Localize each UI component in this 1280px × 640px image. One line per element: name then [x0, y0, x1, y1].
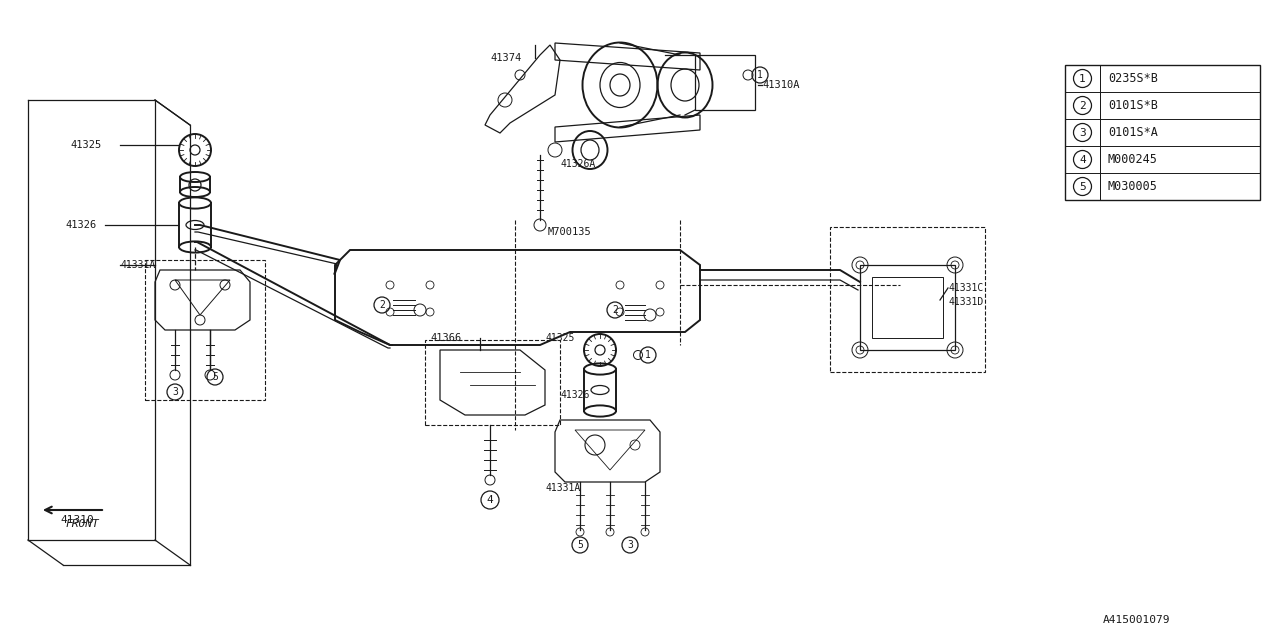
Text: 5: 5: [577, 540, 582, 550]
Text: M000245: M000245: [1108, 153, 1158, 166]
Text: 4: 4: [1079, 154, 1085, 164]
Text: 0235S*B: 0235S*B: [1108, 72, 1158, 85]
Text: 41325: 41325: [545, 333, 575, 343]
Text: 0101S*B: 0101S*B: [1108, 99, 1158, 112]
Bar: [829, 227, 986, 372]
Text: 3: 3: [1079, 127, 1085, 138]
Text: 41374: 41374: [490, 53, 521, 63]
Text: 41366: 41366: [430, 333, 461, 343]
Text: FRONT: FRONT: [65, 519, 99, 529]
Text: M700135: M700135: [548, 227, 591, 237]
Bar: [1065, 65, 1260, 200]
Text: 41326: 41326: [65, 220, 96, 230]
Text: 1: 1: [756, 70, 763, 80]
Text: 3: 3: [172, 387, 178, 397]
Text: 41326: 41326: [561, 390, 589, 400]
Text: A415001079: A415001079: [1102, 615, 1170, 625]
Bar: [145, 260, 265, 400]
Text: 41331D: 41331D: [948, 297, 983, 307]
Text: 41331A: 41331A: [120, 260, 155, 270]
Text: 1: 1: [645, 350, 652, 360]
Text: 2: 2: [1079, 100, 1085, 111]
Text: 41326A: 41326A: [561, 159, 595, 169]
Text: 41325: 41325: [70, 140, 101, 150]
Text: M030005: M030005: [1108, 180, 1158, 193]
Text: 41331A: 41331A: [545, 483, 580, 493]
Text: 2: 2: [612, 305, 618, 315]
Text: 4: 4: [486, 495, 493, 505]
Text: 3: 3: [627, 540, 632, 550]
Text: 41331C: 41331C: [948, 283, 983, 293]
Bar: [425, 340, 561, 425]
Text: 5: 5: [212, 372, 218, 382]
Text: 5: 5: [1079, 182, 1085, 191]
Text: 0101S*A: 0101S*A: [1108, 126, 1158, 139]
Text: 41310: 41310: [60, 515, 93, 525]
Text: 41310A: 41310A: [762, 80, 800, 90]
Bar: [695, 55, 755, 110]
Bar: [860, 265, 955, 350]
Text: 1: 1: [1079, 74, 1085, 83]
Text: 2: 2: [379, 300, 385, 310]
Bar: [872, 277, 943, 338]
